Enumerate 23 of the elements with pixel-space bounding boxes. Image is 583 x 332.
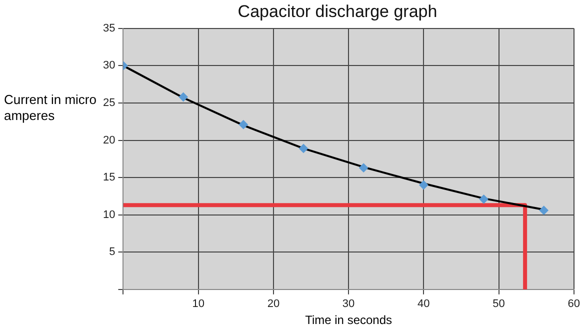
y-tick-label: 25 — [102, 97, 116, 110]
x-tick-label: 20 — [267, 298, 280, 310]
y-tick-label: 15 — [102, 172, 116, 184]
x-tick-label: 60 — [568, 298, 580, 310]
x-tick-label: 10 — [192, 298, 204, 310]
y-tick-label: 30 — [102, 60, 116, 72]
y-tick-label: 35 — [102, 22, 116, 34]
point — [238, 120, 248, 130]
x-axis-title: Time in seconds — [305, 313, 392, 328]
point — [298, 144, 308, 153]
y-tick-label: 20 — [102, 134, 116, 146]
chart-title: Capacitor discharge graph — [238, 2, 438, 21]
x-tick-label: 50 — [492, 298, 505, 310]
point — [419, 180, 428, 190]
x-tick-label: 40 — [418, 298, 430, 310]
point — [479, 194, 488, 204]
x-tick-label: 30 — [342, 298, 355, 310]
point — [359, 163, 368, 172]
point — [539, 206, 548, 215]
y-axis-title: Current in micro amperes — [4, 92, 98, 124]
point — [178, 92, 188, 102]
y-tick-label: 10 — [102, 208, 116, 221]
y-tick-label: 5 — [109, 246, 116, 258]
